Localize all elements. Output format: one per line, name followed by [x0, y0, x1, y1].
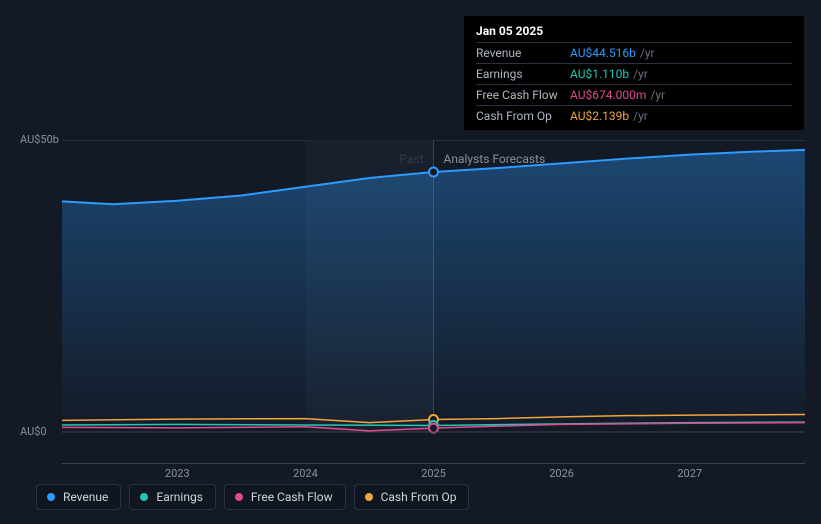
x-axis-label: 2024 — [293, 467, 318, 480]
legend-label: Free Cash Flow — [251, 490, 333, 504]
marker-free-cash-flow[interactable] — [429, 424, 438, 433]
plot-area[interactable] — [62, 140, 805, 448]
legend-dot-icon — [365, 493, 373, 501]
x-axis-label: 2025 — [421, 467, 446, 480]
x-axis-label: 2023 — [165, 467, 190, 480]
tooltip-unit: /yr — [633, 109, 648, 123]
tooltip-label: Free Cash Flow — [476, 88, 570, 102]
tooltip-row: Free Cash FlowAU$674.000m/yr — [476, 84, 792, 105]
tooltip-value: AU$674.000m — [570, 88, 646, 102]
legend-dot-icon — [140, 493, 148, 501]
tooltip-row: EarningsAU$1.110b/yr — [476, 63, 792, 84]
tooltip-label: Revenue — [476, 46, 570, 60]
legend-fcf[interactable]: Free Cash Flow — [224, 484, 346, 510]
tooltip-date: Jan 05 2025 — [476, 24, 792, 42]
y-axis-label: AU$50b — [20, 133, 59, 146]
marker-revenue[interactable] — [429, 168, 438, 177]
legend-revenue[interactable]: Revenue — [36, 484, 121, 510]
tooltip-row: RevenueAU$44.516b/yr — [476, 42, 792, 63]
tooltip-unit: /yr — [650, 88, 665, 102]
legend-label: Revenue — [63, 490, 108, 504]
legend-earnings[interactable]: Earnings — [129, 484, 216, 510]
legend-dot-icon — [47, 493, 55, 501]
tooltip-unit: /yr — [633, 67, 648, 81]
tooltip-unit: /yr — [640, 46, 655, 60]
chart-container: AU$50bAU$0 Past Analysts Forecasts 20232… — [16, 0, 805, 524]
tooltip-label: Cash From Op — [476, 109, 570, 123]
legend-label: Cash From Op — [381, 490, 457, 504]
legend-cfo[interactable]: Cash From Op — [354, 484, 470, 510]
x-axis-label: 2026 — [549, 467, 574, 480]
y-axis-label: AU$0 — [20, 425, 47, 438]
tooltip-row: Cash From OpAU$2.139b/yr — [476, 105, 792, 126]
tooltip-value: AU$44.516b — [570, 46, 636, 60]
area-fill-revenue — [62, 150, 805, 432]
legend-dot-icon — [235, 493, 243, 501]
legend: Revenue Earnings Free Cash Flow Cash From O… — [36, 484, 469, 510]
x-axis — [62, 463, 805, 464]
legend-label: Earnings — [156, 490, 203, 504]
tooltip: Jan 05 2025 RevenueAU$44.516b/yrEarnings… — [464, 16, 804, 130]
x-axis-label: 2027 — [677, 467, 702, 480]
tooltip-value: AU$1.110b — [570, 67, 629, 81]
tooltip-label: Earnings — [476, 67, 570, 81]
tooltip-value: AU$2.139b — [570, 109, 629, 123]
